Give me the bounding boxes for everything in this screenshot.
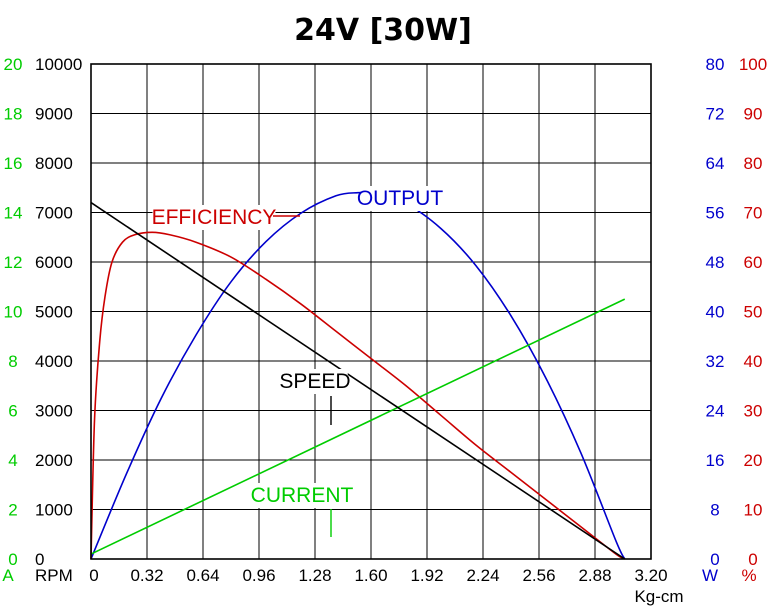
efficiency-tick-label: 10	[744, 501, 763, 520]
efficiency-curve	[90, 231, 626, 560]
current-series-label: CURRENT	[251, 484, 354, 507]
x-tick-label: 3.20	[634, 566, 667, 585]
current-tick-label: 14	[4, 204, 23, 223]
x-unit-label: Kg-cm	[634, 587, 683, 606]
output-tick-label: 80	[706, 55, 725, 74]
output-unit-label: W	[702, 566, 718, 585]
x-tick-label: 1.92	[410, 566, 443, 585]
efficiency-tick-label: 80	[744, 154, 763, 173]
output-tick-label: 32	[706, 352, 725, 371]
chart-curves	[90, 191, 626, 560]
output-tick-label: 24	[706, 402, 725, 421]
current-tick-label: 2	[8, 501, 17, 520]
speed-tick-label: 7000	[35, 204, 73, 223]
current-tick-label: 20	[4, 55, 23, 74]
speed-series-label: SPEED	[279, 370, 350, 393]
x-tick-label: 2.56	[522, 566, 555, 585]
output-tick-label: 72	[706, 105, 725, 124]
output-curve	[90, 191, 626, 560]
efficiency-tick-label: 90	[744, 105, 763, 124]
current-tick-label: 8	[8, 352, 17, 371]
current-tick-label: 16	[4, 154, 23, 173]
speed-tick-label: 8000	[35, 154, 73, 173]
output-series-label: OUTPUT	[357, 187, 444, 210]
x-tick-label: 0.96	[242, 566, 275, 585]
speed-tick-label: 9000	[35, 105, 73, 124]
x-tick-label: 0.32	[130, 566, 163, 585]
output-tick-label: 48	[706, 253, 725, 272]
x-tick-label: 2.88	[578, 566, 611, 585]
axis-ticks: 0246810121416182001000200030004000500060…	[2, 55, 767, 606]
speed-tick-label: 6000	[35, 253, 73, 272]
chart-title: 24V [30W]	[294, 13, 472, 48]
output-tick-label: 56	[706, 204, 725, 223]
efficiency-tick-label: 50	[744, 303, 763, 322]
current-tick-label: 0	[8, 550, 17, 569]
output-tick-label: 40	[706, 303, 725, 322]
output-tick-label: 0	[710, 550, 719, 569]
efficiency-unit-label: %	[741, 566, 756, 585]
current-tick-label: 10	[4, 303, 23, 322]
speed-tick-label: 10000	[35, 55, 82, 74]
speed-tick-label: 0	[35, 550, 44, 569]
speed-tick-label: 5000	[35, 303, 73, 322]
efficiency-label-backing	[152, 205, 276, 230]
speed-tick-label: 3000	[35, 402, 73, 421]
efficiency-tick-label: 60	[744, 253, 763, 272]
current-label-backing	[257, 483, 347, 508]
speed-tick-label: 2000	[35, 451, 73, 470]
current-tick-label: 18	[4, 105, 23, 124]
speed-tick-label: 4000	[35, 352, 73, 371]
efficiency-series-label: EFFICIENCY	[152, 206, 277, 229]
speed-label-backing	[282, 369, 348, 394]
efficiency-tick-label: 20	[744, 451, 763, 470]
output-tick-label: 8	[710, 501, 719, 520]
x-tick-label: 2.24	[466, 566, 499, 585]
plot-frame	[90, 63, 652, 560]
current-tick-label: 4	[8, 451, 17, 470]
current-curve	[90, 298, 626, 555]
x-tick-label: 1.28	[298, 566, 331, 585]
output-tick-label: 64	[706, 154, 725, 173]
speed-unit-label: RPM	[35, 566, 73, 585]
output-label-backing	[361, 186, 439, 211]
speed-tick-label: 1000	[35, 501, 73, 520]
x-tick-label: 0.64	[186, 566, 219, 585]
efficiency-tick-label: 70	[744, 204, 763, 223]
current-tick-label: 6	[8, 402, 17, 421]
x-tick-label: 1.60	[354, 566, 387, 585]
speed-curve	[90, 201, 626, 560]
x-tick-label: 0	[89, 566, 98, 585]
efficiency-tick-label: 30	[744, 402, 763, 421]
efficiency-tick-label: 0	[748, 550, 757, 569]
efficiency-tick-label: 100	[739, 55, 767, 74]
output-tick-label: 16	[706, 451, 725, 470]
curve-labels: EFFICIENCY OUTPUT SPEED CURRENT	[152, 186, 444, 537]
current-tick-label: 12	[4, 253, 23, 272]
current-unit-label: A	[2, 566, 14, 585]
chart-grid	[91, 64, 651, 559]
efficiency-tick-label: 40	[744, 352, 763, 371]
